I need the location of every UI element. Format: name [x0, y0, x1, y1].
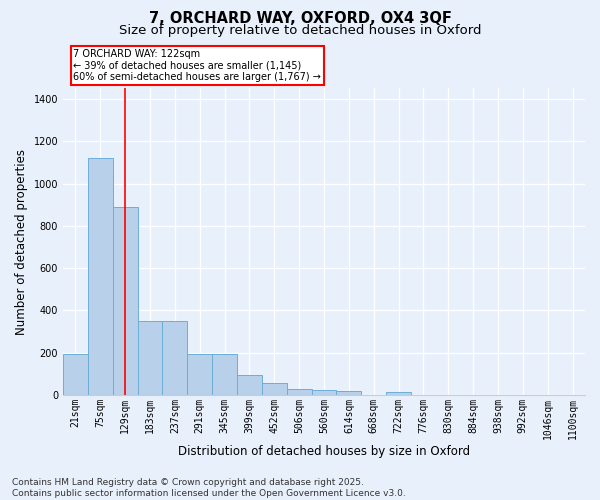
X-axis label: Distribution of detached houses by size in Oxford: Distribution of detached houses by size … [178, 444, 470, 458]
Bar [163, 320, 187, 395]
Bar [212, 354, 237, 395]
Bar [262, 384, 287, 395]
Bar [88, 158, 113, 395]
Bar [187, 354, 212, 395]
Bar [237, 376, 262, 395]
Bar [337, 392, 361, 395]
Bar [386, 392, 411, 395]
Bar [311, 390, 337, 395]
Bar [113, 208, 137, 395]
Bar [287, 390, 311, 395]
Bar [63, 354, 88, 395]
Text: 7 ORCHARD WAY: 122sqm
← 39% of detached houses are smaller (1,145)
60% of semi-d: 7 ORCHARD WAY: 122sqm ← 39% of detached … [73, 49, 322, 82]
Y-axis label: Number of detached properties: Number of detached properties [15, 148, 28, 334]
Text: Size of property relative to detached houses in Oxford: Size of property relative to detached ho… [119, 24, 481, 37]
Text: 7, ORCHARD WAY, OXFORD, OX4 3QF: 7, ORCHARD WAY, OXFORD, OX4 3QF [149, 11, 451, 26]
Bar [137, 320, 163, 395]
Text: Contains HM Land Registry data © Crown copyright and database right 2025.
Contai: Contains HM Land Registry data © Crown c… [12, 478, 406, 498]
